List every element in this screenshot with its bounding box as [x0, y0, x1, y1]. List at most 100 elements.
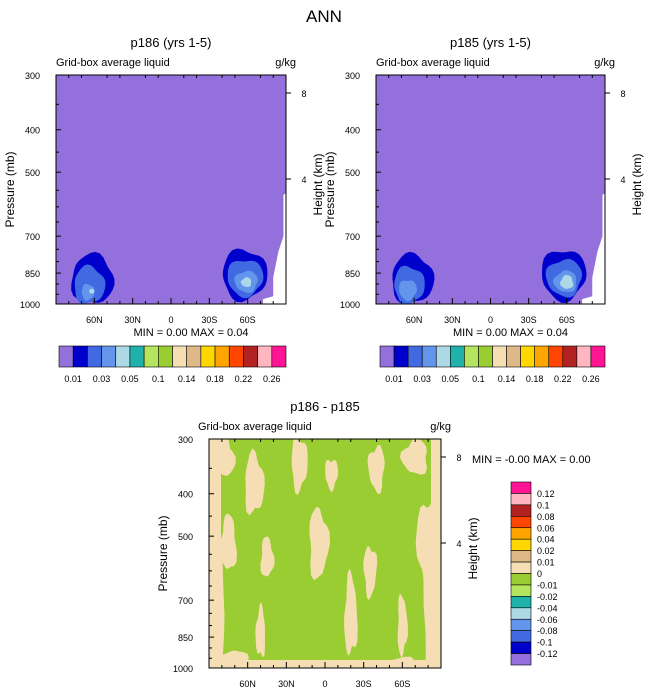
colorbar-label: 0.14 — [178, 374, 196, 384]
colorbar-label: 0.18 — [206, 374, 224, 384]
height-tick-label: 4 — [301, 175, 306, 185]
field-fill — [209, 439, 441, 668]
colorbar-diff-swatch — [510, 607, 532, 620]
colorbar-swatch — [129, 345, 145, 368]
colorbar-label: 0.1 — [152, 374, 165, 384]
colorbar-diff-label: -0.04 — [537, 603, 558, 613]
colorbar-diff-label: -0.08 — [537, 626, 558, 636]
colorbar-diff-label: 0.02 — [537, 546, 555, 556]
colorbar-swatch — [421, 345, 437, 368]
colorbar-diff-swatch — [510, 641, 532, 654]
units-label: g/kg — [594, 57, 615, 69]
diff-positive-region — [367, 445, 385, 494]
contour-nh-level-0.03 — [399, 280, 417, 302]
ytick-label: 700 — [178, 596, 193, 606]
panel-title: p186 - p185 — [290, 399, 359, 414]
ytick-label: 300 — [178, 435, 193, 445]
contour-nh-level-0.03 — [81, 283, 95, 301]
min-max-stats: MIN = 0.00 MAX = 0.04 — [453, 327, 568, 339]
colorbar-label: 0.18 — [526, 374, 544, 384]
colorbar-swatch — [58, 345, 74, 368]
ytick-label: 1000 — [340, 300, 360, 310]
colorbar-swatch — [492, 345, 507, 368]
height-tick-label: 8 — [301, 89, 306, 99]
diff-positive-region — [397, 593, 408, 659]
colorbar-diff-swatch — [510, 527, 532, 540]
units-label: g/kg — [275, 57, 296, 69]
ytick-label: 850 — [25, 269, 40, 279]
panel-title: p186 (yrs 1-5) — [131, 35, 212, 50]
colorbar-swatch — [228, 345, 244, 368]
colorbar-label: 0.22 — [235, 374, 253, 384]
colorbar-swatch — [534, 345, 550, 368]
colorbar-swatch — [214, 345, 230, 368]
xtick-label: 0 — [488, 315, 493, 325]
ytick-label: 700 — [25, 232, 40, 242]
max-peak — [564, 281, 570, 287]
colorbar-diff-label: -0.12 — [537, 649, 558, 659]
colorbar-diff-swatch — [510, 653, 532, 666]
colorbar-swatch — [186, 345, 202, 368]
colorbar-label: 0.22 — [554, 374, 572, 384]
units-label: g/kg — [430, 421, 451, 433]
ytick-label: 850 — [345, 269, 360, 279]
field-fill — [376, 75, 605, 304]
colorbar-diff-swatch — [510, 584, 532, 597]
colorbar-diff-label: 0.08 — [537, 512, 555, 522]
figure-title: ANN — [306, 7, 342, 26]
colorbar-label: 0.03 — [93, 374, 111, 384]
ytick-label: 1000 — [20, 300, 40, 310]
colorbar-diff-swatch — [510, 630, 532, 643]
diff-edge-left — [209, 439, 221, 668]
colorbar-diff-swatch — [510, 561, 532, 574]
colorbar-diff-label: -0.06 — [537, 615, 558, 625]
xtick-label: 30N — [278, 679, 295, 689]
colorbar-swatch — [72, 345, 88, 368]
colorbar-diff-label: 0.06 — [537, 523, 555, 533]
max-peak — [89, 288, 95, 294]
y-axis-label: Pressure (mb) — [3, 151, 17, 227]
colorbar-diff-swatch — [510, 516, 532, 529]
colorbar-diff-label: 0.01 — [537, 558, 555, 568]
xtick-label: 60S — [559, 315, 575, 325]
variable-label: Grid-box average liquid — [198, 421, 312, 433]
ytick-label: 500 — [25, 168, 40, 178]
colorbar-diff-label: -0.1 — [537, 638, 553, 648]
diff-positive-region — [255, 602, 265, 658]
colorbar-swatch — [478, 345, 493, 368]
ytick-label: 700 — [345, 232, 360, 242]
colorbar-swatch — [407, 345, 423, 368]
colorbar: 0.01 0.03 0.05 0.1 0.14 0.18 0.22 0.26 — [58, 345, 287, 384]
height-tick-label: 4 — [456, 539, 461, 549]
panel-1: 300 400 500 700 850 1000 8 4 60N 30N 0 30S 60S p185 (… — [323, 35, 644, 384]
colorbar-diff-label: 0.12 — [537, 489, 555, 499]
colorbar-swatch — [143, 345, 159, 368]
ytick-label: 400 — [345, 126, 360, 136]
diff-positive-region — [309, 506, 330, 581]
ytick-label: 400 — [178, 490, 193, 500]
diff-positive-region — [260, 536, 275, 577]
colorbar-diff-swatch — [510, 596, 532, 609]
panel-title: p185 (yrs 1-5) — [450, 35, 531, 50]
colorbar-swatch — [257, 345, 273, 368]
xtick-label: 60N — [239, 679, 256, 689]
colorbar-diff-swatch — [510, 538, 532, 551]
colorbar-swatch — [271, 345, 287, 368]
diff-positive-region — [325, 459, 339, 492]
diff-positive-region — [291, 439, 308, 496]
colorbar-diff-swatch — [510, 618, 532, 631]
colorbar-label: 0.03 — [413, 374, 431, 384]
colorbar-swatch — [243, 345, 258, 368]
colorbar-label: 0.1 — [472, 374, 485, 384]
ytick-label: 1000 — [173, 664, 193, 674]
colorbar-swatch — [464, 345, 479, 368]
colorbar-label: 0.05 — [121, 374, 139, 384]
colorbar-diff-label: 0.1 — [537, 500, 550, 510]
colorbar-diff-label: 0.04 — [537, 535, 555, 545]
colorbar-swatch — [520, 345, 535, 368]
colorbar-label: 0.26 — [582, 374, 600, 384]
colorbar-swatch — [450, 345, 465, 368]
colorbar-diff-label: -0.02 — [537, 592, 558, 602]
colorbar-label: 0.01 — [385, 374, 403, 384]
missing-data-region — [263, 193, 286, 304]
